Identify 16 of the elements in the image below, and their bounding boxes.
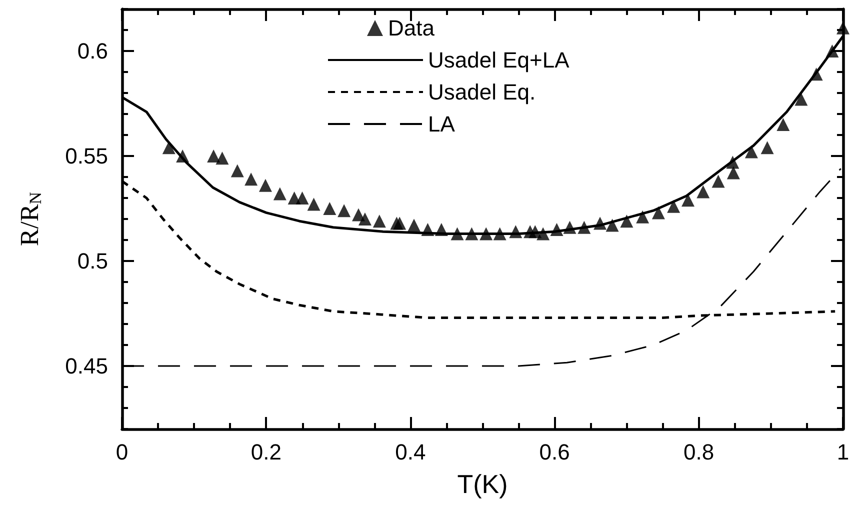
x-tick-label: 0.2 <box>250 440 282 464</box>
y-tick-label: 0.6 <box>77 38 108 64</box>
y-tick-label: 0.5 <box>77 248 108 274</box>
x-tick-label: 1 <box>836 440 850 464</box>
legend-label: Usadel Eq+LA <box>428 48 570 72</box>
y-axis-title: R/RN <box>15 192 45 246</box>
y-tick-label: 0.55 <box>65 144 108 168</box>
legend-label: Data <box>388 16 436 40</box>
y-tick-label: 0.45 <box>65 354 108 378</box>
legend-label: Usadel Eq. <box>428 80 536 104</box>
x-tick-label: 0.4 <box>395 440 426 464</box>
x-tick-label: 0.8 <box>684 440 714 464</box>
x-tick-label: 0 <box>116 440 128 464</box>
x-tick-label: 0.6 <box>539 440 570 464</box>
legend-label: LA <box>428 112 456 136</box>
x-axis-title: T(K) <box>457 469 508 499</box>
